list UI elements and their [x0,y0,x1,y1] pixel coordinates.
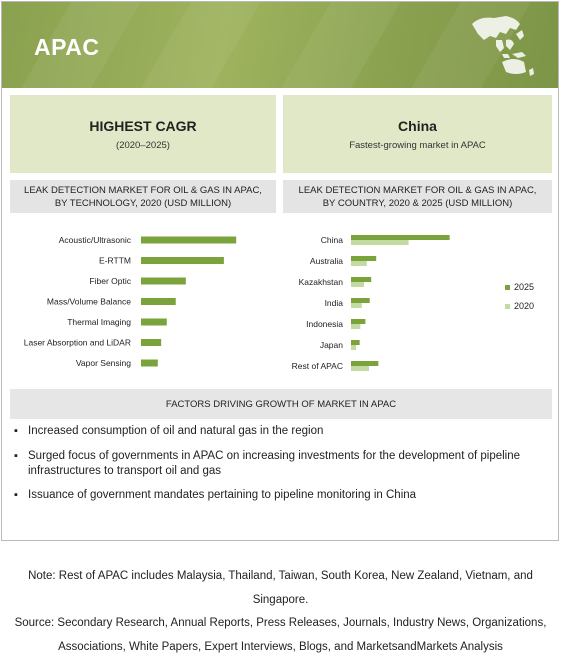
technology-category-label: Fiber Optic [89,276,131,286]
technology-category-label: E-RTTM [99,256,131,266]
technology-chart-title-line1: LEAK DETECTION MARKET FOR OIL & GAS IN A… [24,184,262,196]
technology-chart-panel: Acoustic/Ultrasonic E-RTTM Fiber Optic Mass… [10,220,276,383]
technology-category-label: Laser Absorption and LiDAR [24,338,131,348]
note-line-1: Note: Rest of APAC includes Malaysia, Th… [28,570,533,582]
technology-category-label: Vapor Sensing [76,358,131,368]
country-category-label: India [325,298,344,308]
country-chart-title-line1: LEAK DETECTION MARKET FOR OIL & GAS IN A… [298,184,537,196]
country-bar-2025 [351,361,379,366]
country-category-label: Kazakhstan [299,277,344,287]
highest-cagr-period: (2020–2025) [116,139,170,151]
country-bar-chart: China Australia Kazakhstan India Indonesia Ja… [292,235,534,371]
source-line-1: Source: Secondary Research, Annual Repor… [14,617,547,629]
china-card: China Fastest-growing market in APAC [283,95,552,173]
country-bar-2025 [351,340,360,345]
technology-category-label: Mass/Volume Balance [47,297,131,307]
technology-category-label: Acoustic/Ultrasonic [59,235,132,245]
technology-bar [141,359,158,367]
country-bar-2025 [351,319,366,324]
legend-label-2025: 2025 [514,282,534,292]
country-category-label: Australia [310,256,343,266]
country-bar-2025 [351,298,370,303]
country-bar-2020 [351,324,361,329]
country-bar-2020 [351,261,367,266]
country-chart-title-line2: BY COUNTRY, 2020 & 2025 (USD MILLION) [322,197,513,209]
growth-factor-item: Surged focus of governments in APAC on i… [14,449,544,479]
technology-bar [141,298,176,305]
country-category-label: Rest of APAC [292,361,343,371]
country-category-label: China [321,235,343,245]
country-category-label: Japan [320,340,343,350]
apac-map-icon [472,16,534,76]
legend-swatch-2020 [505,304,510,309]
country-chart-header: LEAK DETECTION MARKET FOR OIL & GAS IN A… [283,180,552,213]
country-bar-2020 [351,282,364,287]
country-bar-2020 [351,366,369,371]
country-bar-2020 [351,303,362,308]
note-line-2: Singapore. [252,594,309,606]
highest-cagr-title: HIGHEST CAGR [89,117,197,134]
highest-cagr-card: HIGHEST CAGR (2020–2025) [10,95,276,173]
growth-factor-item: Issuance of government mandates pertaini… [14,488,544,503]
growth-factors-header: FACTORS DRIVING GROWTH OF MARKET IN APAC [10,389,552,419]
china-subtitle: Fastest-growing market in APAC [349,139,486,151]
technology-bar [141,277,186,285]
technology-bar [141,318,167,326]
legend-swatch-2025 [505,285,510,290]
country-category-label: Indonesia [306,319,343,329]
country-bar-2025 [351,277,372,282]
region-title: APAC [34,34,100,60]
technology-bar [141,236,237,244]
china-title: China [398,117,437,134]
country-chart-panel: China Australia Kazakhstan India Indonesia Ja… [283,220,552,383]
legend-label-2020: 2020 [514,301,534,311]
technology-chart-header: LEAK DETECTION MARKET FOR OIL & GAS IN A… [10,180,276,213]
technology-bar-chart: Acoustic/Ultrasonic E-RTTM Fiber Optic Mass… [24,235,237,368]
technology-bar [141,257,224,264]
growth-factors-list: Increased consumption of oil and natural… [14,424,544,512]
country-bar-2020 [351,240,409,245]
growth-factor-item: Increased consumption of oil and natural… [14,424,544,439]
country-bar-2025 [351,256,377,261]
country-bar-2020 [351,345,357,350]
technology-bar [141,339,162,346]
country-bar-2025 [351,235,450,240]
technology-chart-title-line2: BY TECHNOLOGY, 2020 (USD MILLION) [54,197,232,209]
region-banner: APAC [2,2,558,88]
source-line-2: Associations, White Papers, Expert Inter… [58,641,503,653]
technology-category-label: Thermal Imaging [67,317,131,327]
